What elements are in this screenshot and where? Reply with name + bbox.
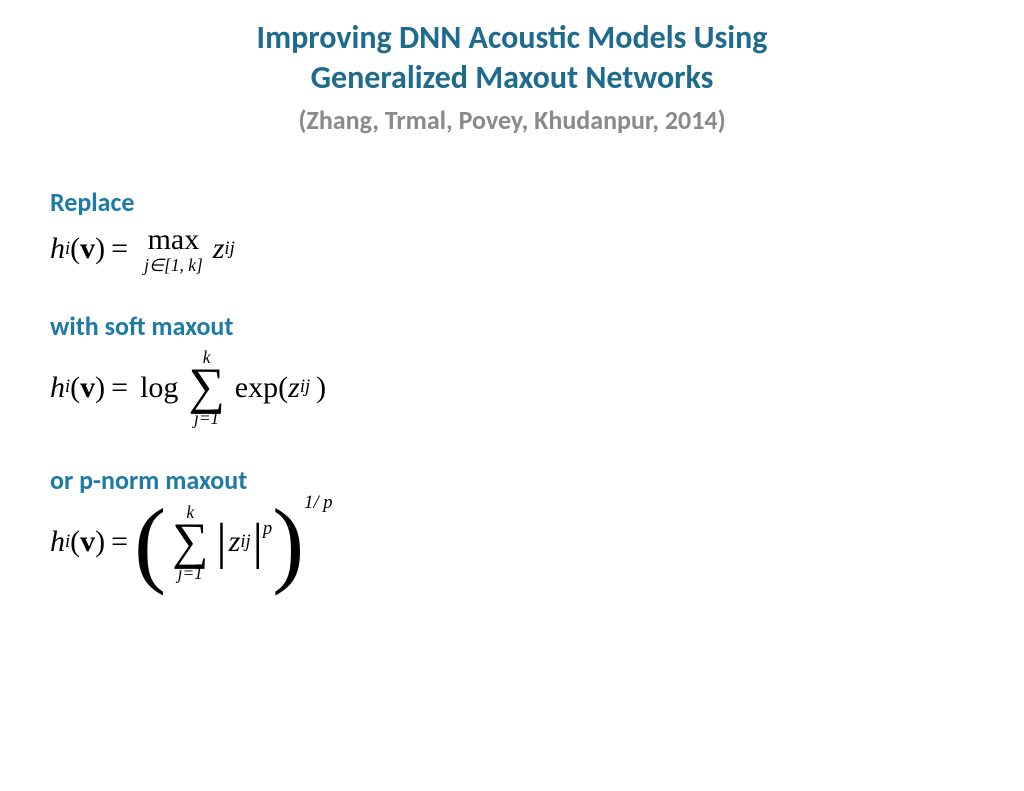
slide-title-line2: Generalized Maxout Networks <box>50 58 974 98</box>
var-h: h <box>50 527 65 557</box>
max-text: max <box>148 224 200 256</box>
section-replace: Replace hi (v) = max j∈[1, k] zij <box>50 186 974 274</box>
max-sub: j∈[1, k] <box>144 256 203 274</box>
var-v: v <box>80 373 95 403</box>
paren-open: ( <box>70 527 80 557</box>
paren-close: ) <box>95 234 105 264</box>
paren-open: ( <box>278 373 288 403</box>
sum-operator: k ∑ j=1 <box>172 503 208 583</box>
slide: Improving DNN Acoustic Models Using Gene… <box>0 0 1024 791</box>
paren-close: ) <box>95 527 105 557</box>
sigma-icon: ∑ <box>188 366 224 409</box>
sub-ij: ij <box>240 533 250 552</box>
outer-exponent: 1/ p <box>304 494 332 513</box>
sum-lower: j=1 <box>178 564 203 582</box>
inner-exp-p: p <box>263 520 272 539</box>
pnorm-group: ( k ∑ j=1 |zij|p ) <box>134 502 304 584</box>
exp-text: exp <box>235 373 278 403</box>
title-block: Improving DNN Acoustic Models Using Gene… <box>50 18 974 136</box>
sum-operator: k ∑ j=1 <box>188 348 224 428</box>
paren-close: ) <box>316 373 326 403</box>
equals: = <box>111 234 128 264</box>
sigma-icon: ∑ <box>172 521 208 564</box>
formula-logsumexp: hi (v) = log k ∑ j=1 exp(zij) <box>50 348 974 428</box>
paren-open: ( <box>70 373 80 403</box>
equals: = <box>111 373 128 403</box>
big-paren-open: ( <box>134 502 166 584</box>
section-label-replace: Replace <box>50 186 974 218</box>
var-z: z <box>213 234 225 264</box>
var-h: h <box>50 234 65 264</box>
sub-ij: ij <box>300 378 310 397</box>
big-paren-close: ) <box>272 502 304 584</box>
abs-bar-close: | <box>253 521 263 564</box>
abs-bar-open: | <box>216 521 226 564</box>
section-softmaxout: with soft maxout hi (v) = log k ∑ j=1 ex… <box>50 310 974 428</box>
log-text: log <box>140 373 178 403</box>
var-h: h <box>50 373 65 403</box>
equals: = <box>111 527 128 557</box>
section-pnorm: or p-norm maxout hi (v) = ( k ∑ j=1 |zij… <box>50 464 974 584</box>
var-z: z <box>229 527 241 557</box>
section-label-softmaxout: with soft maxout <box>50 310 974 342</box>
var-v: v <box>80 527 95 557</box>
slide-title-line1: Improving DNN Acoustic Models Using <box>50 18 974 58</box>
formula-max: hi (v) = max j∈[1, k] zij <box>50 224 974 274</box>
sum-lower: j=1 <box>194 409 219 427</box>
outer-exp-text: 1/ p <box>304 494 332 513</box>
var-v: v <box>80 234 95 264</box>
sub-ij: ij <box>224 240 234 259</box>
var-z: z <box>288 373 300 403</box>
section-label-pnorm: or p-norm maxout <box>50 464 974 496</box>
paren-close: ) <box>95 373 105 403</box>
max-operator: max j∈[1, k] <box>144 224 203 274</box>
formula-pnorm: hi (v) = ( k ∑ j=1 |zij|p ) 1/ p <box>50 502 974 584</box>
slide-citation: (Zhang, Trmal, Povey, Khudanpur, 2014) <box>50 104 974 136</box>
paren-open: ( <box>70 234 80 264</box>
